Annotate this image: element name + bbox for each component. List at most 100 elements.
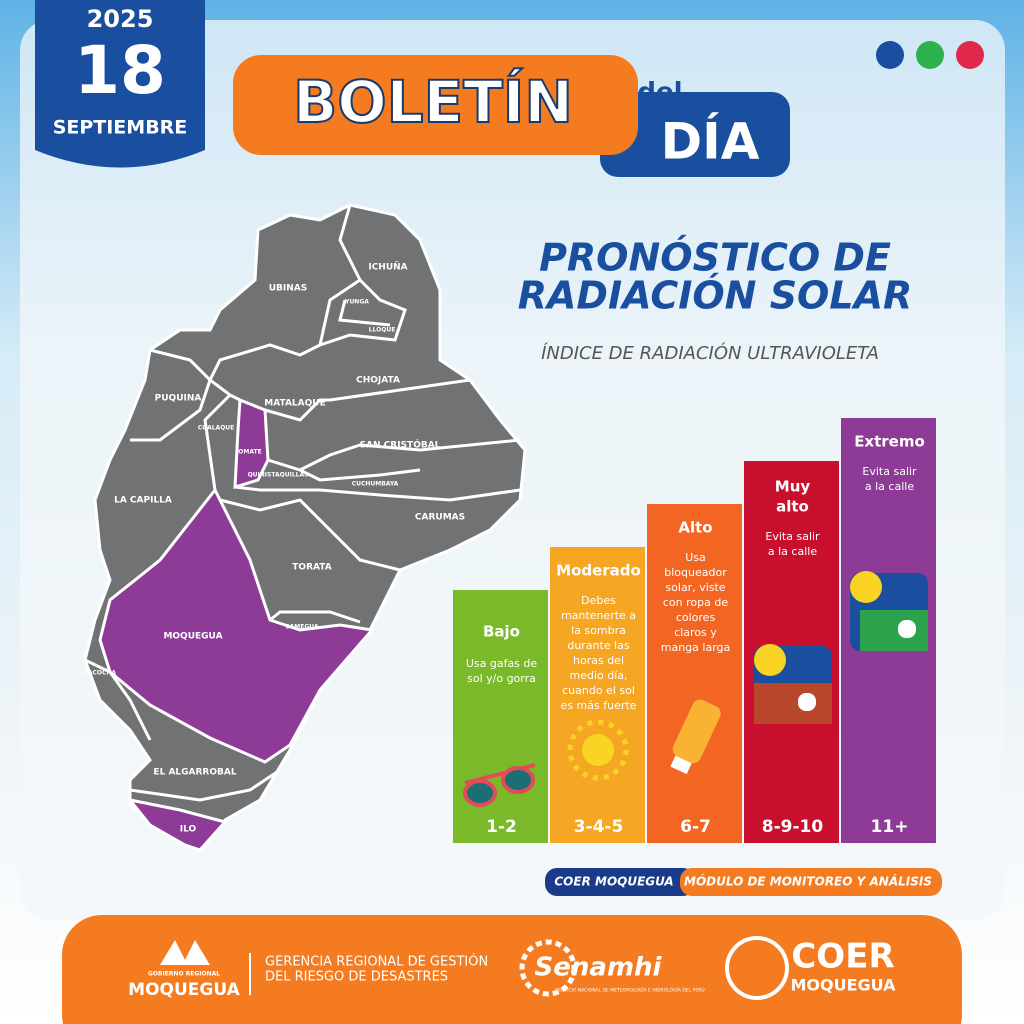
uv-advice: bloqueador <box>664 566 727 579</box>
uv-advice: mantenerte a <box>561 609 636 622</box>
section-title: RADIACIÓN SOLAR <box>518 274 913 318</box>
icon-part <box>672 699 721 764</box>
uv-level: Muy <box>775 478 811 496</box>
uv-column <box>647 504 742 843</box>
district-label: ILO <box>180 825 197 835</box>
border <box>269 610 361 624</box>
district-label: ICHUÑA <box>368 262 407 273</box>
icon-sunscreen <box>670 699 721 775</box>
uv-advice: solar, viste <box>665 581 725 594</box>
uv-level: Extremo <box>854 433 925 451</box>
month: SEPTIEMBRE <box>53 117 188 139</box>
footer <box>62 915 962 1024</box>
map-district-highlight <box>126 797 228 852</box>
uv-advice: Evita salir <box>862 465 917 478</box>
icon-part <box>898 620 916 638</box>
border <box>219 498 401 572</box>
icon-part <box>754 683 832 724</box>
coer: COER <box>791 937 894 977</box>
icon-part <box>850 571 882 603</box>
credit-unit: MÓDULO DE MONITOREO Y ANÁLISIS <box>684 874 932 889</box>
uv-advice: claros y <box>674 626 717 639</box>
uv-level: Alto <box>678 519 712 537</box>
uv-level: Bajo <box>483 623 520 641</box>
header-blue <box>600 92 790 177</box>
dot <box>916 41 944 69</box>
uv-advice: Evita salir <box>765 530 820 543</box>
section-subtitle: ÍNDICE DE RADIACIÓN ULTRAVIOLETA <box>541 342 879 364</box>
uv-advice: colores <box>676 611 716 624</box>
district-label: QUINISTAQUILLAS <box>248 472 309 479</box>
gerencia: DEL RIESGO DE DESASTRES <box>265 970 448 985</box>
icon-sunglasses <box>463 763 536 807</box>
map-district-highlight <box>98 487 375 764</box>
coer-sub: MOQUEGUA <box>790 976 896 995</box>
border <box>129 768 281 802</box>
border <box>130 348 212 442</box>
gob-logo <box>160 940 210 965</box>
district-label: YUNGA <box>344 299 369 306</box>
district-label: TORATA <box>292 563 331 573</box>
uv-advice: con ropa de <box>663 596 728 609</box>
icon-house <box>850 571 928 651</box>
uv-advice: horas del <box>573 654 624 667</box>
district-label: EL ALGARROBAL <box>153 768 236 778</box>
section-title: PRONÓSTICO DE <box>539 236 891 280</box>
district-label: CUCHUMBAYA <box>352 481 399 488</box>
header-orange <box>233 55 638 155</box>
uv-advice: durante las <box>567 639 630 652</box>
district-label: LLOQUE <box>369 327 396 334</box>
district-label: MOQUEGUA <box>163 632 222 642</box>
gob-name: MOQUEGUA <box>128 980 240 1000</box>
district-label: PUQUINA <box>155 394 202 404</box>
icon-part <box>463 779 497 807</box>
uv-advice: a la calle <box>865 480 914 493</box>
year: 2025 <box>87 5 154 33</box>
uv-level: Moderado <box>556 562 641 580</box>
uv-advice: sol y/o gorra <box>467 672 536 685</box>
header-dia: DÍA <box>661 112 760 171</box>
icon-sun <box>567 719 629 781</box>
icon-part <box>567 719 629 781</box>
map-borders <box>84 204 521 802</box>
senamhi-logo <box>519 939 577 997</box>
date-badge <box>35 0 205 168</box>
border <box>84 658 152 741</box>
coer-logo <box>725 936 789 1000</box>
icon-part <box>582 734 614 766</box>
credit-org: COER MOQUEGUA <box>554 875 673 889</box>
credit-org-bg <box>545 868 695 896</box>
uv-advice: manga larga <box>661 641 731 654</box>
district-label: MATALAQUE <box>264 399 325 409</box>
icon-part <box>670 755 692 775</box>
icon-part <box>501 766 535 794</box>
icon-part <box>860 610 928 651</box>
district-label: COALAQUE <box>198 425 235 432</box>
district-label: PACOCHA <box>84 670 116 677</box>
border <box>234 485 521 502</box>
district-label: CARUMAS <box>415 513 465 523</box>
day: 18 <box>74 32 166 109</box>
district-label: OMATE <box>238 449 261 456</box>
map: UBINAS ICHUÑA YUNGA LLOQUE CHOJATA PUQUI… <box>83 203 527 852</box>
district-label: SAN CRISTÓBAL <box>360 439 441 451</box>
gob-small: GOBIERNO REGIONAL <box>148 971 220 978</box>
uv-advice: cuando el sol <box>562 684 635 697</box>
header-title: BOLETÍN <box>293 67 573 136</box>
border <box>264 378 471 422</box>
uv-advice: Debes <box>581 594 616 607</box>
dot <box>956 41 984 69</box>
senamhi: Senamhi <box>535 953 663 983</box>
uv-range: 1-2 <box>486 817 517 837</box>
border <box>338 299 391 327</box>
uv-level: alto <box>776 498 809 516</box>
border <box>267 438 521 472</box>
border <box>299 468 421 482</box>
dot <box>876 41 904 69</box>
uv-range: 11+ <box>871 817 909 837</box>
gerencia: GERENCIA REGIONAL DE GESTIÓN <box>265 954 488 970</box>
border <box>203 393 232 491</box>
header-del: del <box>637 78 682 108</box>
district-label: UBINAS <box>269 284 308 294</box>
